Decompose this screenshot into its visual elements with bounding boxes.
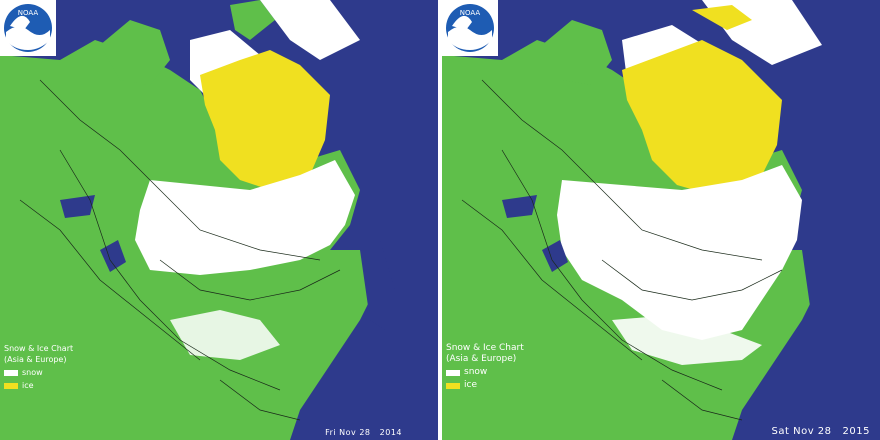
legend-snow: snow [446, 367, 524, 378]
snow-ice-map-2015 [442, 0, 837, 440]
ice-north-cap [692, 5, 752, 30]
snow-central-asia [170, 310, 280, 360]
japan-sea [360, 240, 395, 330]
legend-subtitle: (Asia & Europe) [4, 355, 67, 364]
japan-sea [802, 240, 837, 330]
snow-central-asia [612, 315, 762, 365]
noaa-emblem-icon: NOAA [446, 4, 494, 52]
snow-siberia-band [557, 165, 802, 340]
noaa-emblem-icon: NOAA [4, 4, 52, 52]
legend: Snow & Ice Chart (Asia & Europe) snow ic… [4, 343, 73, 391]
land-scandinavia [542, 20, 612, 85]
legend-snow: snow [4, 367, 73, 378]
panel-divider [438, 0, 442, 440]
country-borders [461, 79, 783, 421]
black-sea [60, 195, 95, 218]
legend-subtitle: (Asia & Europe) [446, 354, 517, 364]
date-label: Fri Nov 28 2014 [325, 428, 402, 437]
map-panel-2014: NOAA Snow & Ice Chart (Asia & Europe) sn… [0, 0, 438, 440]
legend-title: Snow & Ice Chart [4, 344, 74, 353]
date-label: Sat Nov 28 2015 [771, 426, 870, 437]
ice-arctic [200, 50, 330, 190]
map-panel-2015: NOAA Snow & Ice Chart (Asia & Europe) sn… [442, 0, 880, 440]
legend-ice: ice [4, 380, 73, 391]
snow-swatch [4, 369, 18, 376]
ice-swatch [446, 382, 460, 389]
snow-label: snow [22, 368, 43, 377]
land-scandinavia [100, 20, 170, 85]
ice-arctic [622, 40, 782, 195]
noaa-logo: NOAA [442, 0, 498, 56]
legend-ice: ice [446, 380, 524, 391]
ice-label: ice [464, 380, 477, 390]
snow-label: snow [464, 367, 488, 377]
caspian-sea [100, 240, 126, 272]
logo-text: NOAA [460, 9, 481, 17]
legend-title: Snow & Ice Chart [446, 343, 524, 353]
legend: Snow & Ice Chart (Asia & Europe) snow ic… [446, 343, 524, 391]
snow-swatch [446, 369, 460, 376]
snow-siberia-band [135, 160, 355, 275]
noaa-logo: NOAA [0, 0, 56, 56]
country-borders [19, 79, 341, 421]
logo-text: NOAA [18, 9, 39, 17]
snow-ice-map-2014 [0, 0, 395, 440]
snow-north-islands [260, 0, 360, 60]
land-novaya-zemlya [230, 0, 275, 40]
ice-label: ice [22, 381, 34, 390]
caspian-sea [542, 240, 568, 272]
black-sea [502, 195, 537, 218]
ice-swatch [4, 382, 18, 389]
